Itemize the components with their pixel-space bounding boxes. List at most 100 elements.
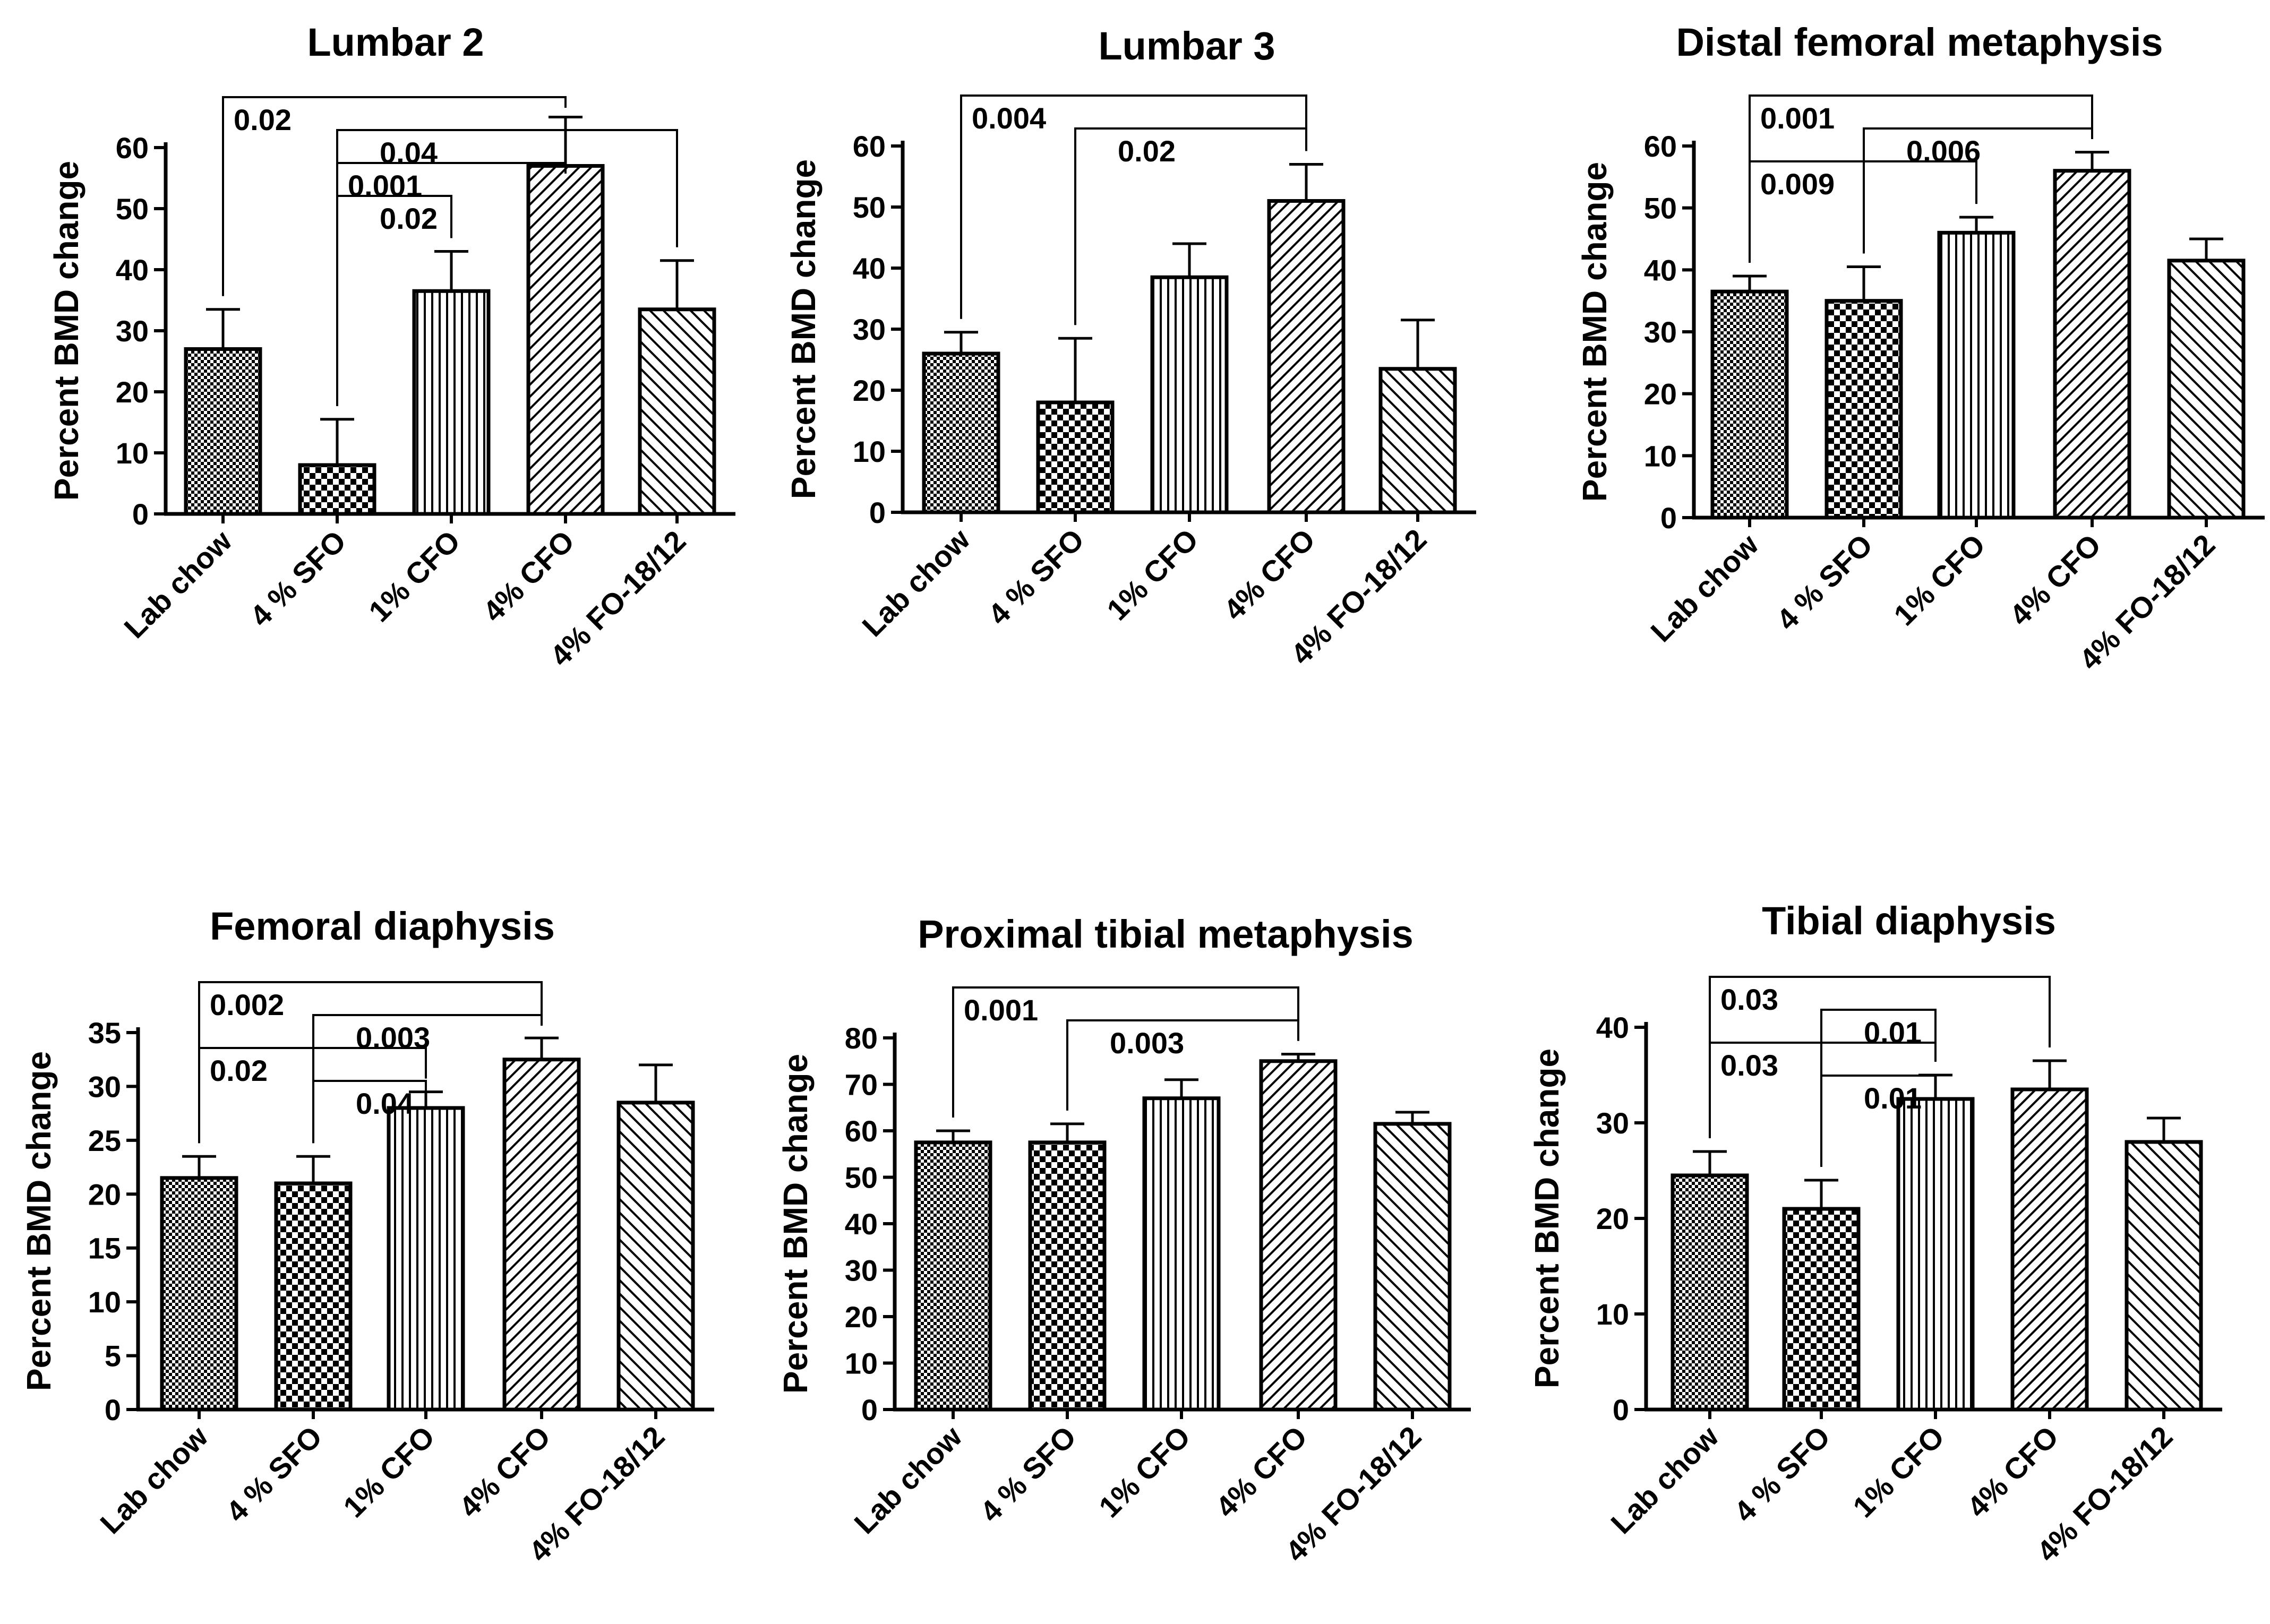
y-axis-label: Percent BMD change [784,159,823,499]
significance-bracket [960,94,1307,319]
category-label: 1% CFO [1100,522,1204,626]
p-value-label: 0.02 [380,202,438,235]
y-tick-label: 20 [853,374,886,407]
bar [184,347,262,516]
bar [298,463,376,516]
y-tick-label: 10 [853,435,886,468]
y-tick-label: 0 [132,497,149,531]
y-tick-label: 0 [861,1393,878,1427]
y-axis-label: Percent BMD change [776,1054,815,1394]
y-tick-label: 70 [845,1068,878,1102]
p-value-label: 0.001 [1760,101,1835,135]
y-tick-label: 30 [1644,315,1677,349]
y-tick-label: 30 [116,314,149,348]
y-tick-label: 20 [845,1300,878,1334]
y-tick-label: 0 [1660,501,1677,535]
p-value-label: 0.03 [1720,1049,1778,1082]
significance-bracket [222,96,567,296]
chart-title: Femoral diaphysis [210,904,555,948]
category-label: 4 % SFO [1727,1420,1836,1528]
p-value-label: 0.01 [1864,1081,1922,1115]
y-tick-label: 10 [88,1285,121,1319]
y-tick-label: 20 [1596,1202,1629,1235]
p-value-label: 0.02 [1118,134,1176,168]
y-tick-label: 0 [869,496,886,529]
bar [1710,289,1789,520]
chart-title: Lumbar 3 [1098,24,1275,68]
y-tick-label: 50 [116,192,149,226]
p-value-label: 0.002 [210,988,284,1021]
bar [922,351,1000,514]
bar [1824,299,1903,520]
y-tick-label: 40 [853,252,886,285]
y-tick-label: 80 [845,1021,878,1055]
bar [914,1140,992,1412]
category-label: 4 % SFO [1770,528,1879,637]
category-label: 4% CFO [1209,1420,1313,1524]
p-value-label: 0.001 [348,169,422,202]
y-tick-label: 40 [1644,253,1677,287]
y-tick-label: 10 [116,436,149,470]
category-label: 1% CFO [362,524,466,628]
y-tick-label: 30 [88,1070,121,1103]
y-tick-label: 10 [845,1347,878,1380]
p-value-label: 0.04 [380,136,438,169]
bar [1259,1059,1338,1412]
p-value-label: 0.004 [972,101,1046,135]
significance-bracket [1749,160,1977,263]
significance-bracket [312,1080,427,1144]
y-tick-label: 50 [1644,192,1677,225]
category-label: Lab chow [117,524,238,645]
bar [2125,1140,2203,1412]
category-label: 4 % SFO [973,1420,1082,1528]
category-label: 4 % SFO [243,524,352,633]
bar [502,1058,581,1412]
bar [160,1176,238,1412]
bar [1373,1122,1452,1412]
y-axis-label: Percent BMD change [47,161,85,501]
category-label: 4% CFO [1217,522,1321,626]
category-label: Lab chow [847,1420,968,1540]
significance-bracket [1709,1042,1937,1138]
bar [1937,230,2016,520]
category-label: 1% CFO [337,1420,441,1524]
category-label: 1% CFO [1846,1420,1950,1524]
category-label: 4% CFO [452,1420,556,1524]
y-tick-label: 60 [1644,130,1677,163]
bar [1267,199,1346,514]
bar [1671,1173,1749,1412]
significance-bracket [1066,1019,1299,1111]
p-value-label: 0.03 [1720,983,1778,1016]
y-tick-label: 40 [116,253,149,287]
significance-bracket [1820,1075,1937,1167]
p-value-label: 0.006 [1906,134,1981,168]
y-tick-label: 15 [88,1232,121,1265]
y-tick-label: 50 [853,191,886,224]
y-tick-label: 20 [116,375,149,409]
y-tick-label: 60 [853,130,886,163]
bar [2167,259,2246,520]
chart-lumbar-2: Lumbar 2 Percent BMD change 0 10 20 30 40 50 60 L… [47,20,735,673]
p-value-label: 0.001 [964,993,1038,1027]
category-label: 1% CFO [1887,528,1991,632]
significance-bracket [1863,127,2093,254]
bar [526,164,605,516]
bar [1782,1207,1861,1412]
y-tick-label: 60 [116,131,149,165]
bar [1378,367,1457,514]
p-value-label: 0.003 [1110,1026,1184,1060]
category-label: 4 % SFO [981,522,1090,631]
significance-bracket [952,986,1299,1118]
bar [387,1106,465,1412]
bar [1142,1096,1221,1412]
chart-femoral-diaphysis: Femoral diaphysis Percent BMD change 0 5 10 1… [20,904,714,1568]
bar [274,1181,353,1412]
bar [1896,1097,1975,1412]
bar [412,289,491,516]
chart-title: Tibial diaphysis [1762,899,2056,943]
category-label: 4 % SFO [219,1420,328,1528]
category-label: 4% CFO [1960,1420,2065,1524]
category-label: Lab chow [93,1420,214,1540]
p-value-label: 0.02 [234,103,292,136]
